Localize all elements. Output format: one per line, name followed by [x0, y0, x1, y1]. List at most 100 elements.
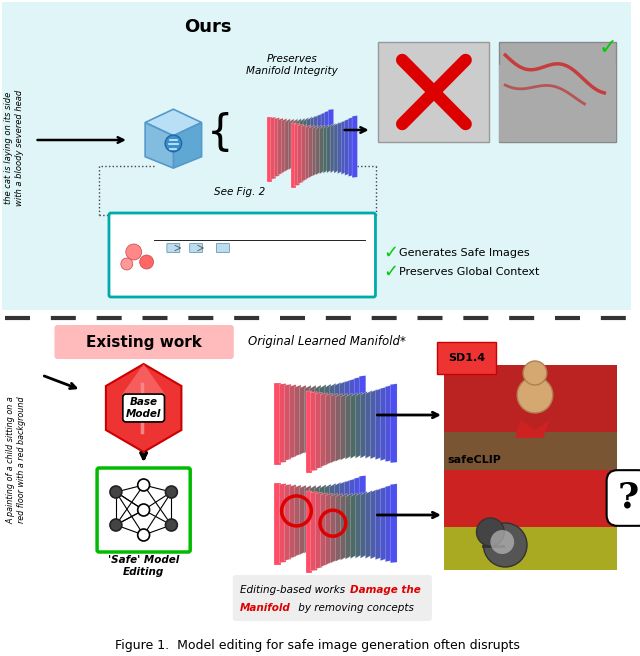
FancyBboxPatch shape — [2, 320, 631, 640]
Polygon shape — [173, 123, 202, 168]
Polygon shape — [122, 364, 166, 395]
Polygon shape — [279, 384, 286, 462]
Text: SD1.4: SD1.4 — [448, 353, 485, 363]
Polygon shape — [354, 477, 361, 554]
Polygon shape — [380, 487, 387, 561]
Text: Preserves
Manifold Integrity: Preserves Manifold Integrity — [246, 54, 338, 76]
Text: Ours: Ours — [184, 18, 232, 36]
Polygon shape — [385, 385, 392, 462]
Polygon shape — [301, 125, 307, 182]
Circle shape — [126, 244, 141, 260]
Polygon shape — [323, 125, 328, 173]
Polygon shape — [327, 124, 332, 173]
Text: ✓: ✓ — [599, 38, 618, 58]
Polygon shape — [371, 389, 377, 459]
Polygon shape — [291, 123, 296, 188]
Polygon shape — [385, 485, 392, 562]
Polygon shape — [365, 491, 372, 558]
Polygon shape — [145, 123, 173, 168]
Polygon shape — [296, 119, 301, 168]
Polygon shape — [309, 385, 316, 452]
Polygon shape — [349, 379, 356, 453]
Polygon shape — [340, 493, 347, 560]
Text: Base
Model: Base Model — [126, 397, 161, 419]
Text: Manifold: Manifold — [240, 603, 291, 613]
Text: {: { — [207, 112, 233, 154]
Text: Preserves Global Context: Preserves Global Context — [399, 267, 540, 277]
Polygon shape — [365, 390, 372, 459]
Polygon shape — [324, 484, 331, 550]
Polygon shape — [349, 478, 356, 552]
Circle shape — [165, 135, 182, 152]
Polygon shape — [329, 483, 336, 550]
Polygon shape — [360, 491, 367, 558]
FancyBboxPatch shape — [378, 42, 490, 142]
Polygon shape — [371, 489, 377, 559]
Text: ✓: ✓ — [383, 244, 399, 262]
Polygon shape — [321, 112, 326, 169]
Polygon shape — [355, 392, 362, 459]
Polygon shape — [335, 394, 342, 462]
Text: safeCLIP: safeCLIP — [448, 455, 502, 465]
Polygon shape — [339, 481, 346, 551]
Circle shape — [477, 518, 504, 546]
Polygon shape — [321, 493, 327, 567]
Polygon shape — [305, 125, 310, 180]
Circle shape — [110, 519, 122, 531]
Polygon shape — [285, 119, 291, 171]
Polygon shape — [350, 393, 357, 459]
Polygon shape — [303, 117, 308, 167]
FancyBboxPatch shape — [444, 527, 617, 570]
Circle shape — [166, 486, 177, 498]
Polygon shape — [271, 117, 276, 179]
FancyBboxPatch shape — [2, 2, 631, 310]
FancyBboxPatch shape — [216, 243, 229, 253]
Polygon shape — [354, 377, 361, 453]
Polygon shape — [360, 392, 367, 459]
Text: Generates Safe Images: Generates Safe Images — [399, 248, 530, 258]
Polygon shape — [328, 109, 333, 171]
Polygon shape — [294, 485, 301, 556]
Polygon shape — [326, 493, 332, 565]
Polygon shape — [329, 383, 336, 450]
Polygon shape — [274, 117, 280, 177]
Polygon shape — [305, 391, 312, 473]
Polygon shape — [390, 384, 397, 463]
Circle shape — [517, 377, 553, 413]
Polygon shape — [330, 493, 337, 563]
Polygon shape — [319, 384, 326, 451]
Circle shape — [523, 361, 547, 385]
Polygon shape — [289, 485, 296, 558]
Circle shape — [490, 530, 514, 554]
Polygon shape — [317, 113, 323, 168]
Polygon shape — [314, 115, 319, 167]
Text: ?: ? — [618, 481, 639, 515]
FancyBboxPatch shape — [189, 243, 203, 253]
Polygon shape — [375, 388, 382, 460]
Circle shape — [110, 486, 122, 498]
Polygon shape — [304, 385, 311, 453]
Polygon shape — [319, 125, 325, 174]
Circle shape — [138, 529, 150, 541]
Polygon shape — [340, 394, 347, 461]
Polygon shape — [316, 125, 321, 175]
Polygon shape — [335, 493, 342, 562]
Polygon shape — [348, 117, 354, 176]
FancyBboxPatch shape — [233, 575, 432, 621]
Text: the cat is laying on its side
with a bloody severed head: the cat is laying on its side with a blo… — [4, 90, 24, 206]
Polygon shape — [319, 485, 326, 550]
Polygon shape — [292, 119, 298, 169]
Polygon shape — [341, 120, 347, 174]
Polygon shape — [334, 482, 341, 550]
Text: Figure 1.  Model editing for safe image generation often disrupts: Figure 1. Model editing for safe image g… — [115, 638, 520, 651]
Circle shape — [140, 255, 154, 269]
Polygon shape — [337, 121, 343, 174]
Polygon shape — [275, 483, 281, 565]
Polygon shape — [330, 123, 336, 173]
Polygon shape — [294, 123, 300, 186]
Polygon shape — [330, 394, 337, 463]
Polygon shape — [324, 111, 330, 170]
Polygon shape — [300, 485, 306, 555]
Polygon shape — [289, 384, 296, 459]
FancyBboxPatch shape — [54, 325, 234, 359]
